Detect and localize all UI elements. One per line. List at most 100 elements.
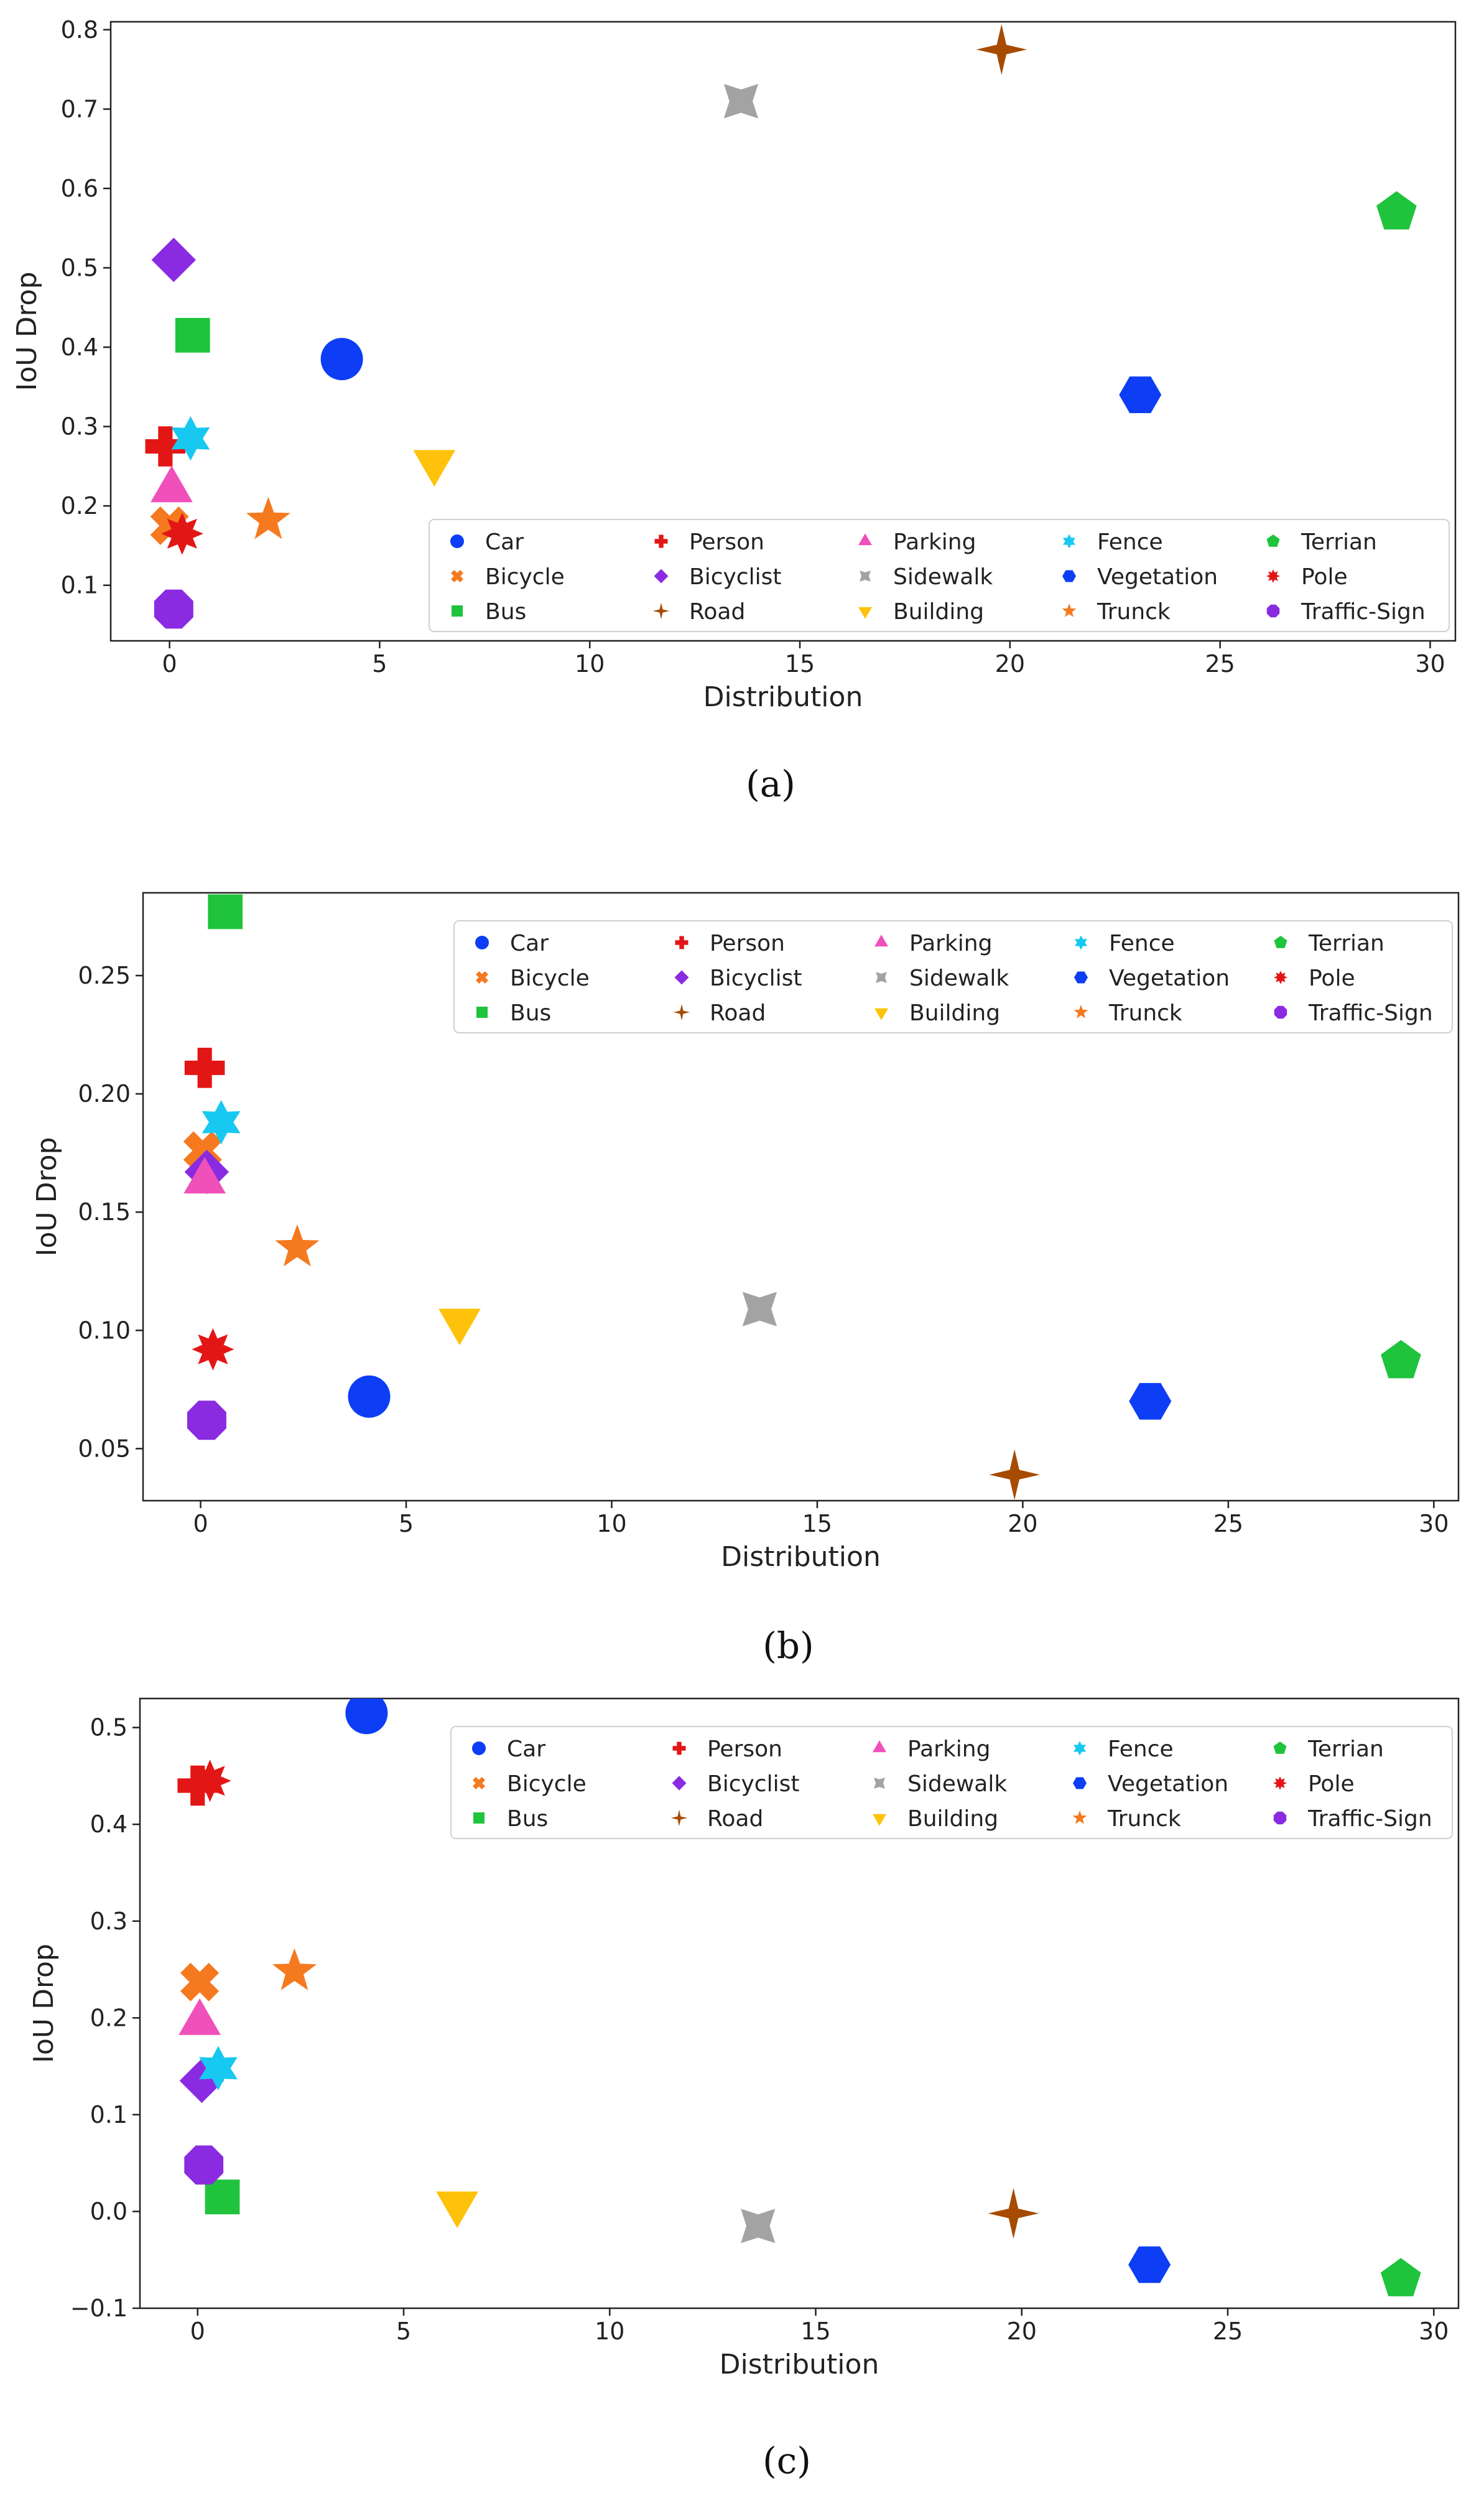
y-tick-label: −0.1 xyxy=(70,2295,128,2322)
legend-marker-terrian xyxy=(1266,534,1280,547)
legend-marker-bicycle xyxy=(473,1777,485,1789)
legend-label-sidewalk: Sidewalk xyxy=(909,966,1009,991)
y-tick-label: 0.7 xyxy=(61,95,98,123)
legend-label-person: Person xyxy=(707,1736,782,1762)
legend-label-traffic-sign: Traffic-Sign xyxy=(1301,599,1426,625)
legend-marker-pole xyxy=(1274,971,1287,984)
legend-marker-road xyxy=(652,602,670,620)
x-tick-label: 15 xyxy=(785,650,815,678)
x-axis-label: Distribution xyxy=(703,681,863,713)
data-points xyxy=(183,894,1421,1500)
legend-marker-bus xyxy=(476,1006,488,1018)
legend-marker-road xyxy=(673,1004,690,1021)
legend-marker-trunck xyxy=(1074,1004,1088,1018)
x-tick-label: 30 xyxy=(1419,1510,1449,1537)
legend-marker-traffic-sign xyxy=(1273,1811,1287,1825)
y-tick-label: 0.4 xyxy=(90,1811,128,1838)
point-vegetation xyxy=(1129,1382,1172,1420)
legend-marker-parking xyxy=(873,1740,886,1753)
x-tick-label: 5 xyxy=(396,2318,411,2345)
legend-label-fence: Fence xyxy=(1108,1736,1174,1762)
point-trunck xyxy=(246,496,290,539)
y-tick-label: 0.2 xyxy=(61,492,98,520)
legend-marker-bicyclist xyxy=(654,569,669,584)
point-terrian xyxy=(1380,2258,1421,2296)
point-person xyxy=(184,1048,225,1088)
scatter-panel-2: 0 5 10 15 20 25 30 0.05 0.10 0.15 0.20 0.25 Distribu… xyxy=(31,892,1460,1667)
point-terrian xyxy=(1376,191,1417,230)
scatter-panel-3: 0 5 10 15 20 25 30 −0.1 0.0 0.1 0.2 0.3 0.4 0.5 Distri… xyxy=(28,1697,1460,2482)
point-fence xyxy=(202,1100,241,1145)
point-trunck xyxy=(275,1224,320,1267)
x-tick-label: 20 xyxy=(1008,1510,1037,1537)
data-points xyxy=(177,1699,1421,2296)
legend-marker-bicyclist xyxy=(672,1776,687,1791)
legend-label-bicycle: Bicycle xyxy=(507,1771,587,1797)
legend-marker-traffic-sign xyxy=(1274,1005,1287,1019)
legend-label-trunck: Trunck xyxy=(1108,1000,1182,1026)
legend-marker-vegetation xyxy=(1073,1777,1087,1789)
legend-marker-building xyxy=(873,1814,886,1826)
legend-label-bicycle: Bicycle xyxy=(510,966,590,991)
legend-label-trunck: Trunck xyxy=(1107,1806,1181,1832)
legend-marker-parking xyxy=(874,934,888,947)
x-tick-label: 30 xyxy=(1415,650,1445,678)
legend-marker-bus xyxy=(451,605,463,617)
y-tick-label: 0.2 xyxy=(90,2004,128,2031)
legend-label-pole: Pole xyxy=(1309,966,1355,991)
x-tick-label: 15 xyxy=(802,1510,832,1537)
legend-label-fence: Fence xyxy=(1109,931,1175,956)
legend-label-vegetation: Vegetation xyxy=(1109,966,1230,991)
point-fence xyxy=(199,2046,238,2090)
legend: Car Bicycle Bus Person Bicyclist Road Parking S… xyxy=(450,1726,1453,1839)
y-tick-label: 0.6 xyxy=(61,175,98,202)
legend-label-traffic-sign: Traffic-Sign xyxy=(1307,1806,1432,1832)
point-bus xyxy=(175,317,210,353)
legend-box xyxy=(429,519,1450,632)
legend-marker-trunck xyxy=(1062,603,1077,617)
legend-marker-bicycle xyxy=(476,971,488,984)
point-traffic-sign xyxy=(184,2145,224,2185)
legend-marker-fence xyxy=(1075,935,1087,950)
legend-box xyxy=(450,1726,1453,1839)
legend-marker-fence xyxy=(1074,1741,1086,1756)
legend-marker-bicycle xyxy=(451,570,463,582)
x-tick-label: 10 xyxy=(596,1510,626,1537)
x-tick-label: 10 xyxy=(595,2318,624,2345)
x-axis-label: Distribution xyxy=(721,1541,881,1573)
x-tick-label: 0 xyxy=(193,1510,208,1537)
x-tick-label: 0 xyxy=(190,2318,205,2345)
legend-label-bicyclist: Bicyclist xyxy=(689,564,781,590)
panel-caption: (b) xyxy=(763,1624,814,1667)
legend-label-road: Road xyxy=(710,1000,766,1026)
legend-label-traffic-sign: Traffic-Sign xyxy=(1308,1000,1433,1026)
y-axis-label: IoU Drop xyxy=(11,272,43,391)
x-axis-label: Distribution xyxy=(720,2349,879,2380)
legend: Car Bicycle Bus Person Bicyclist Road Parking S… xyxy=(453,920,1453,1033)
point-building xyxy=(413,450,456,487)
legend-marker-building xyxy=(858,607,872,619)
x-tick-label: 5 xyxy=(372,650,387,678)
legend-marker-person xyxy=(654,534,668,548)
point-sidewalk xyxy=(723,83,759,119)
legend-label-pole: Pole xyxy=(1308,1771,1355,1797)
y-tick-label: 0.15 xyxy=(78,1198,131,1226)
legend-label-sidewalk: Sidewalk xyxy=(893,564,993,590)
x-tick-label: 25 xyxy=(1213,2318,1243,2345)
legend-label-terrian: Terrian xyxy=(1308,931,1384,956)
point-terrian xyxy=(1381,1340,1421,1379)
point-person xyxy=(145,426,186,467)
point-fence xyxy=(171,416,210,461)
point-vegetation xyxy=(1128,2246,1171,2283)
point-trunck xyxy=(272,1948,317,1990)
legend-marker-building xyxy=(874,1008,888,1020)
legend-label-building: Building xyxy=(909,1000,1000,1026)
legend-marker-trunck xyxy=(1072,1810,1087,1824)
point-bicyclist xyxy=(151,238,196,282)
x-tick-label: 25 xyxy=(1205,650,1235,678)
point-building xyxy=(438,1308,481,1346)
legend-label-terrian: Terrian xyxy=(1307,1736,1384,1762)
y-tick-label: 0.5 xyxy=(90,1714,128,1741)
point-parking xyxy=(151,465,193,503)
legend-marker-sidewalk xyxy=(860,571,871,582)
